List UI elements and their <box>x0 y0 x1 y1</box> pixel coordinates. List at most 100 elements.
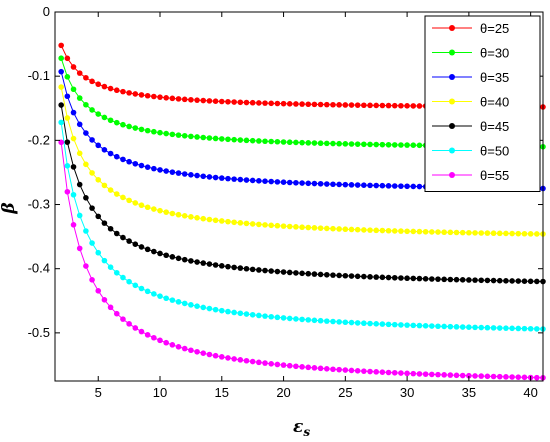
series-3-point <box>243 220 250 227</box>
series-0-point <box>212 98 219 104</box>
series-6-point <box>472 373 478 379</box>
series-6-point <box>194 348 200 355</box>
series-3-point <box>70 135 77 142</box>
series-2-point <box>200 173 207 180</box>
series-3-point <box>138 202 145 209</box>
series-3-point <box>534 231 540 237</box>
series-1-point <box>373 141 380 148</box>
series-2-point <box>274 179 281 185</box>
series-0-point <box>305 101 312 108</box>
series-6-point <box>373 369 380 375</box>
legend-label: θ=40 <box>480 95 509 110</box>
series-5-point <box>422 323 429 329</box>
series-1-point <box>163 130 169 137</box>
series-3-point <box>95 176 102 183</box>
series-3-point <box>132 200 139 206</box>
series-6-point <box>274 361 281 368</box>
series-3-point <box>435 229 441 235</box>
series-4-point <box>416 275 423 282</box>
series-3-point <box>490 230 497 237</box>
series-3-point <box>120 194 126 201</box>
series-2-point <box>95 142 102 149</box>
series-0-point <box>120 88 126 95</box>
series-3-point <box>354 226 361 233</box>
series-5-point <box>64 163 71 169</box>
series-5-point <box>256 312 262 319</box>
series-0-point <box>274 100 281 107</box>
series-2-point <box>280 179 287 185</box>
series-1-point <box>379 141 386 148</box>
series-6-point <box>157 337 163 344</box>
series-4-point <box>243 265 250 272</box>
series-1-point <box>194 134 200 140</box>
series-4-point <box>398 275 404 281</box>
axes-frame <box>54 11 544 382</box>
series-2-point <box>175 170 182 176</box>
series-6-point <box>113 310 120 317</box>
series-6-point <box>342 367 349 373</box>
series-4-point <box>342 272 349 279</box>
legend-label: θ=30 <box>480 46 509 61</box>
series-5-point <box>385 321 392 328</box>
series-1-point <box>64 74 71 80</box>
series-2-point <box>354 182 361 188</box>
series-0-point <box>243 99 250 106</box>
series-6-point <box>410 370 417 377</box>
series-5-point <box>101 257 108 264</box>
series-0-point <box>188 96 194 103</box>
series-0-point <box>138 92 145 98</box>
series-3-point <box>311 225 318 231</box>
series-5-point <box>299 316 305 323</box>
series-3-point <box>163 209 169 215</box>
series-5-point <box>188 302 194 308</box>
series-0-point <box>89 78 95 85</box>
series-6-point <box>435 371 441 378</box>
series-4-point <box>521 278 528 284</box>
series-2-point <box>231 176 237 182</box>
series-3-point <box>330 225 336 232</box>
x-tick-label: 10 <box>153 385 167 400</box>
series-4-point <box>391 274 398 281</box>
series-6-point <box>132 325 139 331</box>
series-1-point <box>367 141 373 148</box>
series-5-point <box>293 316 299 322</box>
series-6-point <box>280 362 287 368</box>
series-5 <box>58 119 546 332</box>
series-6-point <box>404 370 410 377</box>
series-5-point <box>466 324 472 331</box>
series-4-point <box>101 220 108 226</box>
series-4-point <box>268 268 275 274</box>
series-1-point <box>391 142 398 148</box>
series-6-point <box>70 222 77 228</box>
series-6-point <box>231 356 237 362</box>
series-3-point <box>151 206 157 212</box>
series-5-point <box>484 324 491 331</box>
series-0-point <box>70 64 77 70</box>
x-axis-label: εs <box>293 417 310 439</box>
series-5-point <box>478 324 485 331</box>
series-5-point <box>305 317 312 323</box>
series-0-point <box>268 100 275 107</box>
series-0-point <box>256 100 262 106</box>
series-5-point <box>336 319 342 325</box>
series-5-point <box>157 293 163 299</box>
series-4 <box>58 102 546 285</box>
series-4-point <box>496 277 503 284</box>
series-0-point <box>175 96 182 102</box>
series-1-point <box>404 142 410 148</box>
series-6-point <box>379 369 386 375</box>
series-3-point <box>256 221 262 228</box>
series-4-point <box>404 275 410 282</box>
series-4-point <box>515 278 522 284</box>
legend-item-4: θ=45 <box>432 119 509 134</box>
series-2-point <box>299 180 305 186</box>
legend-item-5: θ=50 <box>432 144 509 159</box>
series-5-point <box>83 228 89 234</box>
series-6-point <box>262 360 268 366</box>
series-2-point <box>144 164 151 170</box>
series-1-point <box>126 123 132 130</box>
series-4-point <box>237 265 244 271</box>
series-1-point <box>169 131 176 138</box>
series-5-point <box>410 322 417 329</box>
series-0-point <box>367 102 373 109</box>
